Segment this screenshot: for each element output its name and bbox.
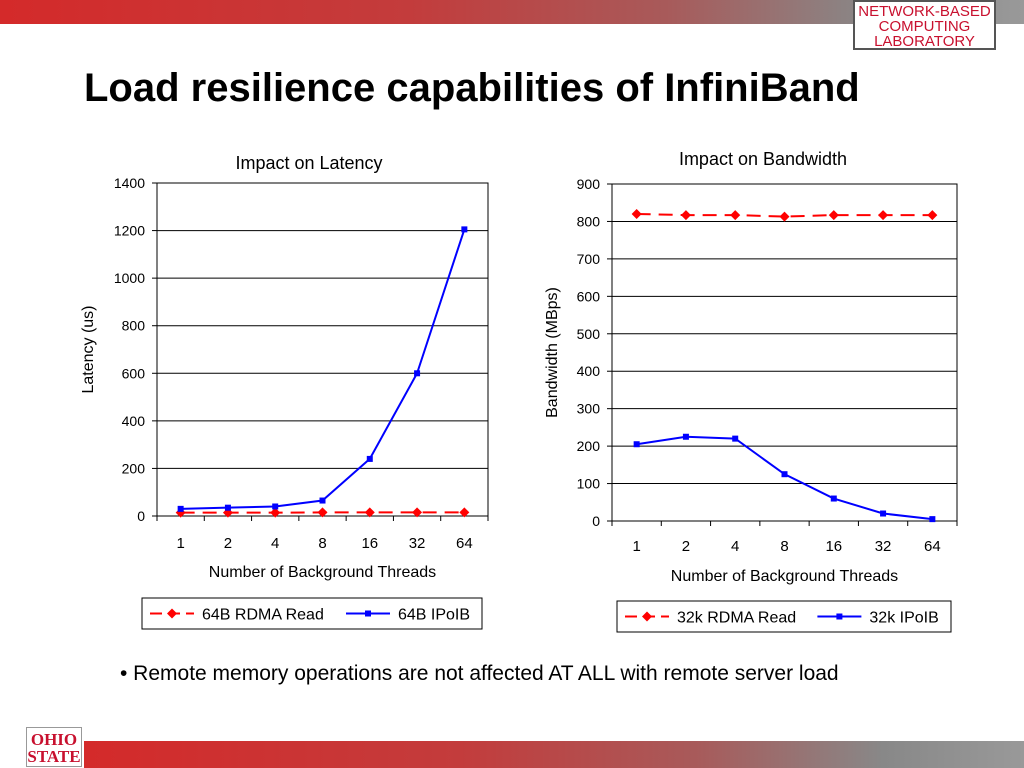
- data-point: [927, 210, 938, 221]
- lab-logo-line: COMPUTING: [878, 18, 971, 35]
- series-line: [180, 229, 466, 510]
- y-tick-label: 1400: [114, 175, 145, 191]
- plot-area: [611, 183, 958, 522]
- data-point: [878, 210, 889, 221]
- y-tick-label: 0: [137, 508, 145, 524]
- y-tick-label: 800: [122, 318, 146, 334]
- series-rdma-read: [631, 208, 938, 222]
- data-point: [730, 210, 741, 221]
- x-tick-label: 64: [456, 535, 473, 552]
- y-tick-label: 900: [577, 176, 601, 192]
- data-point: [412, 507, 423, 518]
- series-ipoib: [633, 433, 936, 523]
- x-tick-label: 32: [875, 538, 892, 555]
- y-tick-label: 100: [577, 476, 601, 492]
- x-tick-label: 1: [176, 535, 184, 552]
- y-tick-label: 700: [577, 251, 601, 267]
- osu-logo-line: OHIO: [30, 730, 78, 749]
- y-tick-label: 500: [577, 326, 601, 342]
- data-point: [682, 433, 689, 440]
- y-tick-label: 200: [122, 460, 146, 476]
- x-tick-label: 16: [361, 535, 378, 552]
- x-tick-label: 4: [731, 538, 739, 555]
- data-point: [272, 503, 279, 510]
- data-point: [732, 435, 739, 442]
- chart-legend: 32k RDMA Read 32k IPoIB: [616, 600, 952, 633]
- legend-label: 64B IPoIB: [398, 607, 470, 624]
- plot-area: [156, 182, 489, 517]
- x-tick-label: 2: [224, 535, 232, 552]
- data-point: [364, 507, 375, 518]
- legend-box: [616, 600, 952, 633]
- data-point: [461, 226, 468, 233]
- data-point: [224, 504, 231, 511]
- lab-logo: NETWORK-BASED COMPUTING LABORATORY: [853, 0, 996, 50]
- lab-logo-line: LABORATORY: [874, 33, 975, 50]
- data-point: [781, 471, 788, 478]
- x-axis-label: Number of Background Threads: [671, 568, 898, 585]
- y-tick-label: 600: [577, 288, 601, 304]
- y-tick-label: 0: [592, 513, 600, 529]
- chart-title: Impact on Bandwidth: [679, 149, 847, 169]
- y-tick-label: 200: [577, 438, 601, 454]
- chart-title: Impact on Latency: [235, 153, 382, 173]
- y-tick-label: 400: [577, 363, 601, 379]
- latency-chart: Impact on Latency02004006008001000120014…: [80, 153, 489, 630]
- x-tick-label: 16: [825, 538, 842, 555]
- chart-legend: 64B RDMA Read 64B IPoIB: [141, 597, 483, 630]
- data-point: [317, 507, 328, 518]
- legend-box: [141, 597, 483, 630]
- data-point: [779, 211, 790, 222]
- data-point: [459, 507, 470, 518]
- y-tick-label: 400: [122, 413, 146, 429]
- slide-title: Load resilience capabilities of InfiniBa…: [84, 66, 860, 110]
- y-axis-label: Bandwidth (MBps): [544, 287, 561, 418]
- y-tick-label: 600: [122, 365, 146, 381]
- bandwidth-chart: Impact on Bandwidth 0 100 200 300 400 500 600 70…: [544, 149, 958, 633]
- legend-label: 32k IPoIB: [869, 610, 938, 627]
- x-tick-label: 32: [409, 535, 426, 552]
- data-point: [680, 210, 691, 221]
- y-tick-label: 1200: [114, 223, 145, 239]
- data-point: [366, 455, 373, 462]
- x-tick-label: 8: [318, 535, 326, 552]
- x-tick-label: 8: [780, 538, 788, 555]
- bullet-text: • Remote memory operations are not affec…: [120, 662, 839, 685]
- x-tick-label: 1: [632, 538, 640, 555]
- x-tick-label: 2: [682, 538, 690, 555]
- y-tick-label: 300: [577, 401, 601, 417]
- data-point: [631, 208, 642, 219]
- data-point: [830, 495, 837, 502]
- data-point: [642, 611, 652, 622]
- y-tick-label: 800: [577, 213, 601, 229]
- lab-logo-line: NETWORK-BASED: [858, 3, 991, 20]
- legend-label: 32k RDMA Read: [677, 610, 796, 627]
- data-point: [365, 610, 371, 617]
- data-point: [929, 516, 936, 523]
- y-tick-label: 1000: [114, 270, 145, 286]
- data-point: [880, 510, 887, 517]
- x-axis-label: Number of Background Threads: [209, 564, 436, 581]
- data-point: [414, 370, 421, 377]
- data-point: [167, 608, 177, 619]
- data-point: [633, 441, 640, 448]
- x-tick-label: 4: [271, 535, 279, 552]
- x-tick-label: 64: [924, 538, 941, 555]
- y-axis-label: Latency (us): [80, 305, 97, 393]
- osu-logo-line: STATE: [27, 747, 81, 766]
- data-point: [836, 613, 843, 620]
- data-point: [177, 505, 184, 512]
- data-point: [828, 210, 839, 221]
- data-point: [319, 497, 326, 504]
- series-line: [636, 435, 933, 521]
- legend-label: 64B RDMA Read: [202, 607, 324, 624]
- osu-logo: OHIO STATE: [26, 727, 82, 767]
- data-point: [270, 507, 281, 518]
- bottom-accent-bar: [84, 741, 1024, 768]
- series-ipoib: [177, 226, 468, 512]
